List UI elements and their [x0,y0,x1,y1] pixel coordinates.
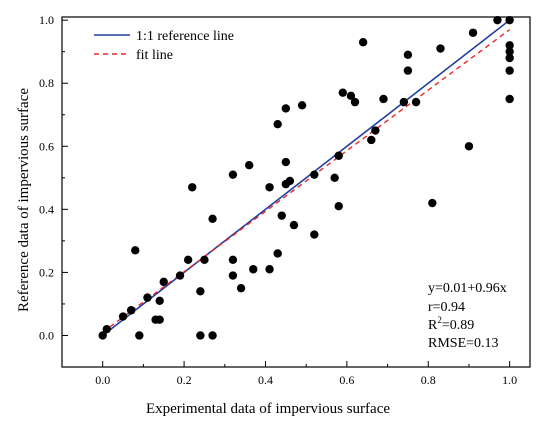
data-point [236,283,246,293]
rmse: RMSE=0.13 [428,336,499,351]
data-point [505,53,514,63]
data-point [118,312,128,321]
data-point [505,94,514,104]
data-point [208,214,217,224]
x-tick-label: 1.0 [502,373,517,387]
legend-fit-label: fit line [136,48,173,63]
fit-line [102,29,511,333]
data-point [358,38,368,47]
x-tick-label: 0.4 [258,373,273,387]
scatter-points [98,15,514,340]
data-point [196,287,205,296]
data-point [350,97,360,107]
data-point [196,331,205,340]
r-squared: R2=0.89 [428,315,474,333]
data-point [98,331,107,340]
data-point [367,135,376,145]
data-point [297,101,307,110]
data-point [245,160,254,170]
data-point [208,331,217,340]
data-point [273,249,282,258]
plot-frame [61,16,531,368]
data-point [159,277,168,287]
data-point [228,255,238,264]
data-point [188,183,197,192]
data-point [265,265,274,274]
data-point [346,91,356,101]
x-tick-label: 0.8 [421,373,436,387]
data-point [505,66,514,75]
data-point [505,15,514,25]
data-point [338,88,347,97]
data-point [330,173,339,183]
data-point [411,97,421,107]
data-point [310,170,319,179]
data-point [143,293,152,302]
y-tick-label: 0.6 [39,139,54,153]
data-point [249,265,258,274]
y-tick-label: 1.0 [39,13,54,27]
y-axis-label: Reference data of impervious surface [16,88,32,312]
data-point [135,331,144,340]
stats-annotation: y=0.01+0.96x r=0.94 R2=0.89 RMSE=0.13 [428,281,507,351]
data-point [273,120,282,129]
data-point [468,28,478,37]
data-point [183,255,193,264]
data-point [155,315,164,324]
y-tick-label: 0.0 [39,328,54,342]
legend: 1:1 reference line fit line [94,29,234,63]
data-point [175,271,185,280]
y-tick-labels: 0.0 0.2 0.4 0.6 0.8 1.0 [39,13,54,342]
legend-reference-label: 1:1 reference line [136,29,234,44]
x-tick-label: 0.2 [177,373,192,387]
data-point [493,15,502,25]
data-point [371,126,380,135]
x-tick-label: 0.0 [95,373,110,387]
data-point [102,324,111,334]
x-axis-label: Experimental data of impervious surface [146,401,390,417]
data-point [277,211,286,220]
reference-line [102,19,511,337]
data-point [285,176,295,186]
data-point [403,66,413,75]
data-point [228,170,238,179]
data-point [334,151,343,160]
data-point [281,104,291,113]
y-tick-label: 0.2 [39,265,54,279]
data-point [505,47,514,56]
data-point [403,50,413,60]
data-point [265,183,274,192]
data-point [281,157,291,167]
x-tick-labels: 0.0 0.2 0.4 0.6 0.8 1.0 [95,373,517,387]
data-point [436,44,445,53]
data-point [464,142,474,151]
data-point [289,220,299,230]
data-point [155,296,164,305]
y-tick-label: 0.8 [39,76,54,90]
correlation-r: r=0.94 [428,300,465,315]
series-lines [102,19,511,337]
y-tick-label: 0.4 [39,202,54,216]
data-point [131,246,140,255]
data-point [334,201,343,211]
data-point [228,271,238,280]
data-point [379,94,388,104]
x-tick-label: 0.6 [339,373,354,387]
data-point [126,306,136,315]
data-point [200,255,209,264]
data-point [428,198,437,208]
fit-equation: y=0.01+0.96x [428,281,507,296]
data-point [399,97,409,107]
axis-ticks [61,19,511,368]
data-point [505,41,514,50]
data-point [310,230,319,239]
